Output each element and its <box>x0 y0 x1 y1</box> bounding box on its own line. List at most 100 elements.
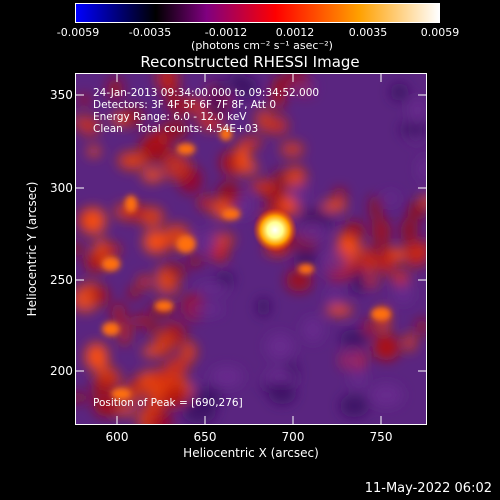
background-patch <box>187 303 224 316</box>
background-patch <box>236 192 252 218</box>
peak-position-text: Position of Peak = [690,276] <box>93 397 243 409</box>
image-title: Reconstructed RHESSI Image <box>140 53 360 71</box>
x-tick-label: 600 <box>105 430 129 444</box>
background-patch <box>256 297 271 317</box>
emission-blob <box>344 221 365 240</box>
background-patch <box>216 271 235 288</box>
emission-blob <box>265 116 289 135</box>
emission-blob <box>76 242 84 256</box>
emission-blob <box>101 374 116 394</box>
emission-blob <box>131 314 151 327</box>
background-patch <box>197 230 218 254</box>
emission-blob <box>235 159 258 175</box>
emission-blob <box>271 169 289 191</box>
hot-spot <box>102 321 120 337</box>
background-patch <box>383 192 399 205</box>
background-patch <box>394 283 413 304</box>
method-counts-text: Clean Total counts: 4.54E+03 <box>93 123 259 135</box>
emission-blob <box>238 137 262 149</box>
emission-blob <box>141 167 164 183</box>
emission-blob <box>85 342 108 371</box>
y-axis-label: Heliocentric Y (arcsec) <box>25 181 39 317</box>
background-patch <box>182 400 217 424</box>
background-patch <box>204 94 227 122</box>
hot-spot <box>221 208 241 220</box>
emission-blob <box>92 377 103 398</box>
colorbar-units: (photons cm⁻² s⁻¹ asec⁻²) <box>191 39 333 52</box>
emission-blob <box>348 238 361 258</box>
detectors-text: Detectors: 3F 4F 5F 6F 7F 8F, Att 0 <box>93 99 277 111</box>
colorbar-tick-label: 0.0059 <box>420 26 460 39</box>
hot-spot <box>124 195 138 213</box>
x-axis-label: Heliocentric X (arcsec) <box>183 446 319 460</box>
emission-blob <box>391 270 410 286</box>
emission-blob <box>415 318 426 336</box>
emission-blob <box>166 271 178 295</box>
x-tick-label: 700 <box>281 430 305 444</box>
emission-blob <box>407 201 426 220</box>
emission-blob <box>93 394 120 417</box>
emission-blob <box>163 152 191 181</box>
emission-blob <box>143 230 167 254</box>
background-patch <box>297 220 328 242</box>
background-patch <box>318 250 348 275</box>
emission-blob <box>401 216 418 245</box>
emission-blob <box>76 392 90 404</box>
background-patch <box>345 347 358 371</box>
hot-spot <box>111 387 131 401</box>
solar-image-frame: 24-Jan-2013 09:34:00.000 to 09:34:52.000… <box>75 73 427 425</box>
colorbar-tick-label: 0.0035 <box>348 26 388 39</box>
emission-blob <box>368 196 382 210</box>
emission-blob <box>147 320 159 335</box>
hot-spot <box>371 307 391 321</box>
emission-blob <box>149 368 176 386</box>
emission-blob <box>78 93 91 106</box>
emission-blob <box>280 142 304 157</box>
y-tick-label: 300 <box>50 181 73 195</box>
emission-blob <box>198 196 214 211</box>
emission-blob <box>180 341 197 363</box>
y-tick-label: 250 <box>50 273 73 287</box>
emission-blob <box>321 200 347 211</box>
emission-blob <box>360 245 374 272</box>
x-tick-label: 650 <box>193 430 217 444</box>
emission-blob <box>156 267 169 295</box>
background-patch <box>409 98 426 120</box>
background-patch <box>351 368 366 388</box>
emission-blob <box>373 334 400 361</box>
colorbar-tick-label: 0.0012 <box>275 26 315 39</box>
colorbar-tick-label: -0.0059 <box>56 26 100 39</box>
time-range-text: 24-Jan-2013 09:34:00.000 to 09:34:52.000 <box>93 87 320 99</box>
background-patch <box>195 283 229 295</box>
background-patch <box>259 383 290 392</box>
emission-blob <box>118 151 146 170</box>
emission-blob <box>161 387 182 409</box>
hot-spot <box>101 256 121 272</box>
hot-spot <box>298 263 314 275</box>
colorbar <box>75 3 440 23</box>
background-patch <box>290 183 308 205</box>
background-patch <box>390 83 409 102</box>
hot-spot <box>176 143 196 155</box>
hot-spot <box>154 300 174 312</box>
emission-blob <box>79 116 100 136</box>
background-patch <box>339 329 370 348</box>
emission-blob <box>142 346 161 357</box>
emission-blob <box>90 286 109 305</box>
emission-blob <box>156 74 179 92</box>
emission-blob <box>325 305 353 316</box>
background-patch <box>266 332 295 360</box>
plot-date-stamp: 11-May-2022 06:02 <box>364 481 492 496</box>
solar-xray-image <box>76 74 426 424</box>
emission-blob <box>285 269 313 292</box>
emission-blob <box>80 207 106 235</box>
background-patch <box>302 317 323 343</box>
background-patch <box>211 80 228 100</box>
energy-range-text: Energy Range: 6.0 - 12.0 keV <box>93 111 247 123</box>
emission-blob <box>118 320 131 346</box>
emission-blob <box>236 146 250 163</box>
emission-blob <box>189 252 202 269</box>
colorbar-tick-label: -0.0012 <box>204 26 248 39</box>
background-patch <box>418 156 426 182</box>
